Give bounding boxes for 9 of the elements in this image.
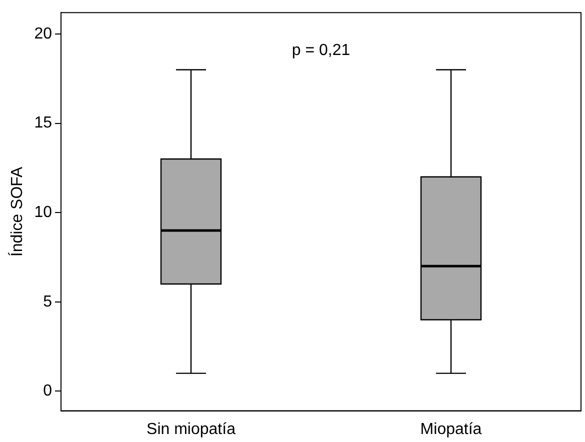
x-tick-label: Sin miopatía <box>146 420 236 438</box>
y-axis-title: Índice SOFA <box>8 166 26 257</box>
y-tick-label: 10 <box>34 204 52 221</box>
y-tick-label: 15 <box>34 114 52 132</box>
annotation: p = 0,21 <box>292 42 350 60</box>
x-tick-label: Miopatía <box>420 420 482 438</box>
y-tick-label: 5 <box>43 293 52 310</box>
y-tick-label: 0 <box>43 382 52 400</box>
y-tick-label: 20 <box>34 25 52 42</box>
